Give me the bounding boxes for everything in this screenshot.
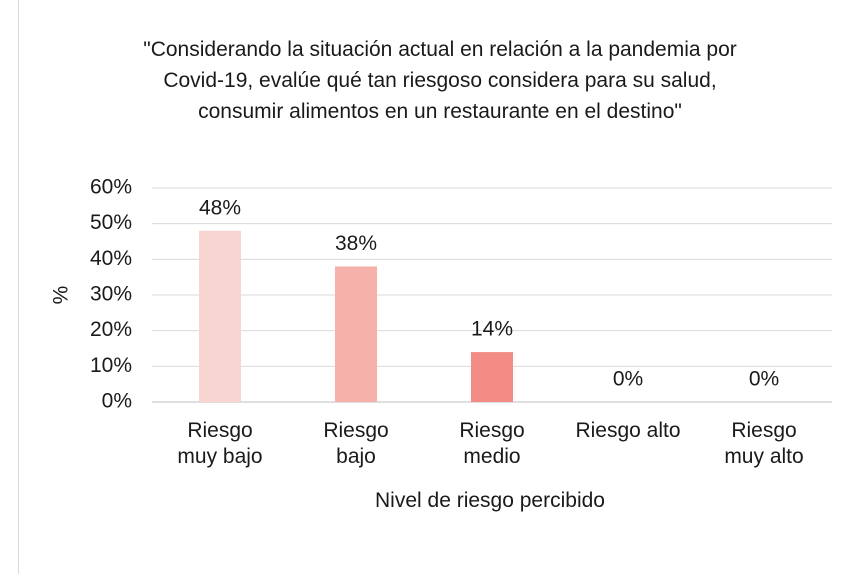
x-tick-label: Riesgo bajo xyxy=(323,419,389,468)
x-tick-label: Riesgo muy bajo xyxy=(177,419,263,468)
y-tick-label: 50% xyxy=(90,211,132,234)
y-tick-label: 10% xyxy=(90,354,132,377)
y-tick-label: 60% xyxy=(90,176,132,199)
data-label: 14% xyxy=(471,318,513,341)
x-tick-label: Riesgo alto xyxy=(575,419,681,442)
y-tick-label: 40% xyxy=(90,247,132,270)
data-label: 0% xyxy=(613,368,643,391)
data-label: 0% xyxy=(749,368,779,391)
bar xyxy=(199,230,241,402)
y-tick-label: 30% xyxy=(90,283,132,306)
chart-title: "Considerando la situación actual en rel… xyxy=(143,38,737,123)
x-tick-label: Riesgo muy alto xyxy=(724,419,804,468)
y-tick-label: 20% xyxy=(90,318,132,341)
bar xyxy=(471,352,513,402)
data-label: 38% xyxy=(335,232,377,255)
chart-border xyxy=(18,0,19,574)
data-label: 48% xyxy=(199,196,241,219)
x-tick-label: Riesgo medio xyxy=(459,419,525,468)
bar xyxy=(335,266,377,402)
y-tick-label: 0% xyxy=(102,390,132,413)
y-axis-label: % xyxy=(50,286,73,305)
x-axis-label: Nivel de riesgo percibido xyxy=(375,489,605,512)
